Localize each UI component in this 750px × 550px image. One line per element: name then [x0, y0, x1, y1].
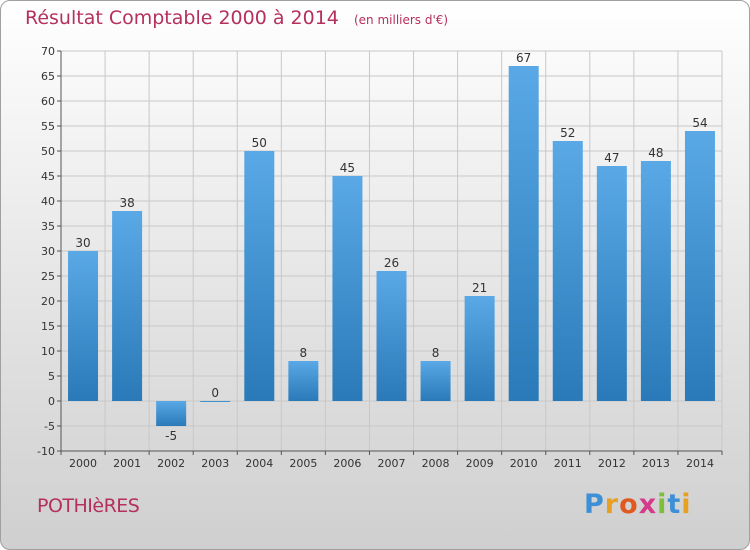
bar-2012	[596, 166, 627, 401]
bar-2004	[244, 151, 275, 401]
y-tick-label: 40	[41, 195, 55, 208]
y-tick-label: 50	[41, 145, 55, 158]
y-tick-label: -5	[44, 420, 55, 433]
x-tick-label: 2012	[598, 457, 626, 470]
y-tick-label: 20	[41, 295, 55, 308]
x-tick-label: 2004	[245, 457, 273, 470]
bar-2006	[332, 176, 363, 401]
bar-2011	[552, 141, 583, 401]
brand-logo: Proxiti	[584, 489, 692, 520]
bar-2007	[376, 271, 407, 401]
bar-2003	[200, 401, 231, 402]
bar-2005	[288, 361, 319, 401]
chart-unit-subtitle: (en milliers d'€)	[353, 13, 449, 27]
bar-2009	[464, 296, 495, 401]
x-tick-label: 2008	[422, 457, 450, 470]
data-label: 67	[516, 51, 531, 65]
brand-letter: t	[667, 489, 682, 520]
y-tick-label: 45	[41, 170, 55, 183]
x-tick-label: 2005	[289, 457, 317, 470]
y-tick-label: 25	[41, 270, 55, 283]
axes	[57, 50, 723, 455]
x-tick-label: 2013	[642, 457, 670, 470]
brand-letter: i	[681, 489, 692, 520]
y-tick-label: 70	[41, 45, 55, 58]
x-tick-label: 2001	[113, 457, 141, 470]
bar-2000	[68, 251, 99, 401]
data-label: 30	[75, 236, 90, 250]
title-row: Résultat Comptable 2000 à 2014 (en milli…	[25, 7, 448, 29]
bar-2013	[640, 161, 671, 401]
y-tick-label: 55	[41, 120, 55, 133]
brand-letter: o	[619, 489, 639, 520]
y-tick-label: 35	[41, 220, 55, 233]
chart-title: Résultat Comptable 2000 à 2014	[25, 7, 339, 29]
data-label: 8	[432, 346, 440, 360]
data-label: 52	[560, 126, 575, 140]
y-tick-label: 5	[48, 370, 55, 383]
data-label: 54	[692, 116, 707, 130]
x-tick-label: 2011	[554, 457, 582, 470]
labels: -10 -5 0 5 10 15 20 25 30 35 40 45 50 55 60 65 70 30 2000 3…	[37, 45, 714, 470]
x-tick-label: 2007	[378, 457, 406, 470]
x-tick-label: 2014	[686, 457, 714, 470]
x-tick-label: 2002	[157, 457, 185, 470]
brand-letter: P	[584, 489, 605, 520]
x-tick-label: 2003	[201, 457, 229, 470]
bar-2010	[508, 66, 539, 401]
y-tick-label: 0	[48, 395, 55, 408]
brand-letter: x	[638, 489, 658, 520]
bar-2014	[684, 131, 715, 401]
x-tick-label: 2010	[510, 457, 538, 470]
data-label: 50	[252, 136, 267, 150]
data-label: 45	[340, 161, 355, 175]
data-label: 48	[648, 146, 663, 160]
place-name: POTHIèRES	[37, 495, 140, 517]
x-tick-label: 2009	[466, 457, 494, 470]
bar-2008	[420, 361, 451, 401]
bar-2002	[156, 401, 187, 426]
y-tick-label: -10	[37, 445, 55, 458]
data-label: 8	[300, 346, 308, 360]
y-tick-label: 10	[41, 345, 55, 358]
x-tick-label: 2000	[69, 457, 97, 470]
brand-letter: i	[657, 489, 668, 520]
data-label: -5	[165, 429, 177, 443]
y-tick-label: 15	[41, 320, 55, 333]
y-tick-label: 30	[41, 245, 55, 258]
data-label: 47	[604, 151, 619, 165]
data-label: 26	[384, 256, 399, 270]
bars	[68, 66, 715, 426]
bar-2001	[112, 211, 143, 401]
data-label: 0	[211, 386, 219, 400]
data-label: 21	[472, 281, 487, 295]
y-tick-label: 65	[41, 70, 55, 83]
data-label: 38	[119, 196, 134, 210]
y-tick-label: 60	[41, 95, 55, 108]
x-tick-label: 2006	[333, 457, 361, 470]
brand-letter: r	[604, 489, 620, 520]
